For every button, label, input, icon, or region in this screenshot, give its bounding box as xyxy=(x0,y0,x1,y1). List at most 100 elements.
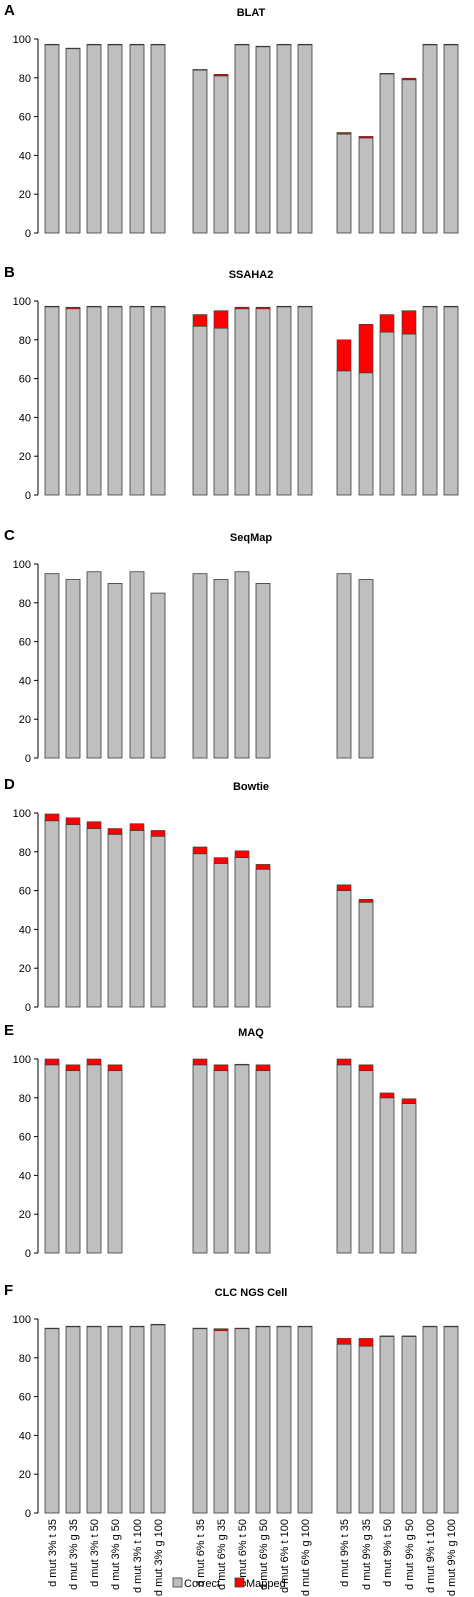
bar-mapped xyxy=(44,305,60,308)
bar-correct xyxy=(358,137,374,234)
bar-correct xyxy=(150,592,166,759)
panel-letter: B xyxy=(4,264,15,281)
bar-mapped xyxy=(422,43,438,46)
panel-a: A BLAT 0 20 40 60 80 100 xyxy=(4,2,459,240)
bar-correct xyxy=(129,830,145,1008)
bar-correct xyxy=(107,306,123,496)
bar-correct xyxy=(276,306,292,496)
panel-d: D Bowtie 0 20 40 60 80 100 xyxy=(4,776,374,1014)
bar-mapped xyxy=(44,813,60,822)
bar-mapped xyxy=(129,305,145,308)
bar-mapped xyxy=(422,1325,438,1328)
bar-correct xyxy=(213,863,229,1008)
bar-correct xyxy=(255,1326,271,1514)
panel-letter: E xyxy=(4,1022,14,1039)
y-tick-label: 0 xyxy=(25,1248,31,1260)
bar-mapped xyxy=(358,1064,374,1071)
bar-mapped xyxy=(129,823,145,831)
bar-correct xyxy=(192,1328,208,1514)
bar-correct xyxy=(358,901,374,1008)
legend-label-correct: Correct xyxy=(184,1578,220,1590)
bar-correct xyxy=(150,1324,166,1514)
bar-correct xyxy=(336,1064,352,1254)
bar-mapped xyxy=(192,1058,208,1066)
bar-correct xyxy=(213,327,229,496)
bar-mapped xyxy=(107,1064,123,1071)
bar-correct xyxy=(234,1064,250,1254)
bar-correct xyxy=(401,1336,417,1514)
y-tick-label: 80 xyxy=(19,1353,31,1365)
y-tick-label: 100 xyxy=(13,1054,31,1066)
x-tick-label: d mut 3% t 35 xyxy=(47,1519,59,1587)
bar-mapped xyxy=(65,1325,81,1328)
bar-correct xyxy=(129,306,145,496)
bar-mapped xyxy=(192,1327,208,1330)
y-tick-label: 0 xyxy=(25,1002,31,1014)
panel-title: BLAT xyxy=(237,7,266,19)
bar-correct xyxy=(44,573,60,759)
bar-correct xyxy=(192,1064,208,1254)
legend-label-mapped: Mapped xyxy=(246,1578,286,1590)
bar-correct xyxy=(65,824,81,1008)
bar-mapped xyxy=(213,1064,229,1071)
bar-correct xyxy=(255,868,271,1008)
bar-mapped xyxy=(213,310,229,329)
legend-swatch-mapped xyxy=(234,1577,245,1588)
bar-correct xyxy=(65,48,81,234)
bar-correct xyxy=(44,44,60,234)
bar-mapped xyxy=(150,43,166,46)
bar-correct xyxy=(401,1103,417,1254)
bar-mapped xyxy=(336,132,352,135)
bar-correct xyxy=(129,44,145,234)
bar-mapped xyxy=(86,305,102,308)
bar-correct xyxy=(129,571,145,759)
x-tick-label: d mut 3% t 50 xyxy=(89,1519,101,1587)
bar-correct xyxy=(86,828,102,1008)
bar-mapped xyxy=(443,1325,459,1328)
panel-title: CLC NGS Cell xyxy=(215,1287,288,1299)
bar-correct xyxy=(276,44,292,234)
bar-correct xyxy=(443,1326,459,1514)
x-tick-label: d mut 9% g 100 xyxy=(446,1519,458,1596)
bar-correct xyxy=(379,1097,395,1254)
y-tick-label: 80 xyxy=(19,335,31,347)
panel-title: MAQ xyxy=(238,1027,264,1039)
bar-correct xyxy=(65,1326,81,1514)
bar-mapped xyxy=(255,306,271,310)
y-tick-label: 60 xyxy=(19,1392,31,1404)
bar-mapped xyxy=(234,850,250,858)
x-tick-label: d mut 6% g 100 xyxy=(300,1519,312,1596)
bar-mapped xyxy=(192,846,208,855)
x-tick-label: d mut 3% t 100 xyxy=(132,1519,144,1593)
bar-mapped xyxy=(422,305,438,308)
bar-correct xyxy=(213,1070,229,1254)
y-tick-label: 20 xyxy=(19,1209,31,1221)
bar-mapped xyxy=(150,305,166,308)
bar-correct xyxy=(150,306,166,496)
bar-correct xyxy=(65,308,81,496)
y-tick-label: 80 xyxy=(19,1093,31,1105)
x-tick-label: d mut 9% t 100 xyxy=(425,1519,437,1593)
bar-mapped xyxy=(401,1098,417,1104)
x-tick-label: d mut 9% t 35 xyxy=(339,1519,351,1587)
bar-mapped xyxy=(86,1325,102,1328)
y-tick-label: 60 xyxy=(19,374,31,386)
bar-mapped xyxy=(401,310,417,335)
bar-mapped xyxy=(379,1092,395,1099)
bar-mapped xyxy=(107,43,123,46)
bar-correct xyxy=(213,1330,229,1514)
bar-mapped xyxy=(86,821,102,829)
x-tick-label: d mut 9% t 50 xyxy=(382,1519,394,1587)
bar-mapped xyxy=(358,136,374,139)
bar-mapped xyxy=(255,1325,271,1328)
bar-correct xyxy=(86,1326,102,1514)
y-tick-label: 0 xyxy=(25,1508,31,1520)
y-tick-label: 0 xyxy=(25,228,31,240)
bar-correct xyxy=(234,1328,250,1514)
bar-mapped xyxy=(192,314,208,327)
y-tick-label: 60 xyxy=(19,1132,31,1144)
y-tick-label: 40 xyxy=(19,924,31,936)
panel-letter: C xyxy=(4,527,15,544)
legend: Correct Mapped xyxy=(172,1577,286,1590)
x-tick-label: d mut 6% t 35 xyxy=(195,1519,207,1587)
